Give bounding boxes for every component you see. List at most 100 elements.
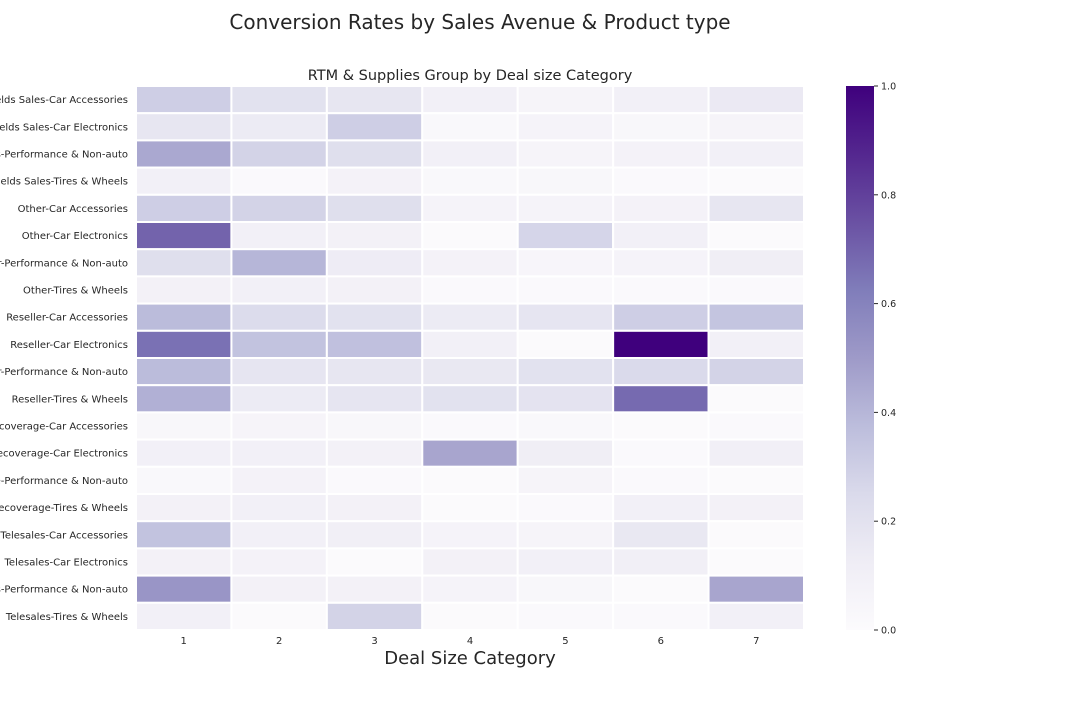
heatmap-cell (421, 139, 519, 169)
heatmap-cell (707, 139, 805, 169)
heatmap-cell (230, 139, 328, 169)
heatmap-cell (707, 329, 805, 359)
heatmap-cell (612, 275, 710, 305)
y-tick-label: Telecoverage-Car Electronics (0, 449, 128, 460)
heatmap-cell (516, 329, 615, 359)
heatmap-cell (421, 85, 519, 115)
heatmap-cell (135, 221, 233, 251)
heatmap-cell (421, 302, 519, 332)
heatmap-cell (325, 384, 424, 414)
heatmap-cell (516, 438, 615, 468)
colorbar-tick-label: 0.6 (881, 299, 896, 310)
heatmap-cell (135, 384, 233, 414)
heatmap-cells (135, 85, 805, 631)
heatmap-cell (325, 411, 424, 441)
heatmap-cell (421, 601, 519, 631)
heatmap-cell (135, 357, 233, 387)
heatmap-cell (230, 438, 328, 468)
heatmap-cell (707, 248, 805, 278)
heatmap-cell (421, 193, 519, 224)
heatmap-cell (325, 465, 424, 495)
heatmap-cell (516, 85, 615, 115)
heatmap-cell (230, 166, 328, 196)
heatmap-cell (421, 438, 519, 468)
y-tick-label: Reseller-Tires & Wheels (12, 394, 128, 405)
heatmap-cell (135, 411, 233, 441)
y-tick-label: Other-Performance & Non-auto (0, 258, 128, 269)
heatmap-cell (612, 193, 710, 224)
heatmap-cell (707, 493, 805, 523)
heatmap-cell (707, 601, 805, 631)
heatmap-cell (612, 547, 710, 577)
heatmap-cell (421, 248, 519, 278)
heatmap-cell (516, 601, 615, 631)
y-tick-label: Fields Sales-Performance & Non-auto (0, 150, 128, 161)
heatmap-cell (516, 275, 615, 305)
heatmap-cell (230, 384, 328, 414)
heatmap-cell (135, 520, 233, 550)
heatmap-cell (707, 547, 805, 577)
heatmap-cell (230, 329, 328, 359)
heatmap-cell (516, 248, 615, 278)
heatmap-cell (421, 411, 519, 441)
heatmap-cell (421, 384, 519, 414)
heatmap-cell (516, 574, 615, 604)
heatmap-cell (516, 112, 615, 142)
colorbar-tick-label: 0.2 (881, 517, 896, 528)
heatmap-cell (516, 302, 615, 332)
heatmap-cell (612, 574, 710, 604)
heatmap-cell (325, 601, 424, 631)
heatmap-cell (516, 411, 615, 441)
heatmap-cell (612, 601, 710, 631)
y-tick-label: Telesales-Performance & Non-auto (0, 585, 128, 596)
heatmap-cell (135, 465, 233, 495)
heatmap-cell (516, 384, 615, 414)
heatmap-cell (135, 112, 233, 142)
heatmap-cell (135, 166, 233, 196)
heatmap-cell (325, 438, 424, 468)
heatmap-cell (325, 221, 424, 251)
x-tick-label: 7 (753, 636, 759, 647)
heatmap-cell (707, 275, 805, 305)
heatmap-cell (707, 520, 805, 550)
y-tick-label: Reseller-Performance & Non-auto (0, 367, 128, 378)
heatmap-cell (135, 248, 233, 278)
colorbar-ticks: 0.0 0.2 0.4 0.6 0.8 1.0 (874, 82, 896, 637)
heatmap-cell (421, 520, 519, 550)
heatmap-cell (707, 112, 805, 142)
heatmap-cell (325, 357, 424, 387)
heatmap-cell (135, 275, 233, 305)
heatmap-cell (612, 438, 710, 468)
heatmap-cell (135, 493, 233, 523)
heatmap-cell (612, 85, 710, 115)
y-tick-label: Telesales-Car Electronics (4, 558, 128, 569)
heatmap-cell (135, 193, 233, 224)
heatmap-cell (325, 85, 424, 115)
heatmap-cell (325, 275, 424, 305)
x-tick-label: 1 (181, 636, 187, 647)
heatmap-cell (421, 493, 519, 523)
heatmap-cell (325, 493, 424, 523)
heatmap-cell (612, 384, 710, 414)
heatmap-cell (135, 574, 233, 604)
heatmap-cell (421, 166, 519, 196)
heatmap-cell (135, 438, 233, 468)
colorbar-tick-label: 0.0 (881, 626, 896, 637)
x-tick-label: 3 (371, 636, 377, 647)
heatmap-cell (707, 384, 805, 414)
heatmap-cell (516, 166, 615, 196)
heatmap-cell (707, 465, 805, 495)
heatmap-cell (612, 329, 710, 359)
heatmap-cell (612, 357, 710, 387)
y-tick-label: Telesales-Car Accessories (0, 530, 128, 541)
heatmap-cell (612, 139, 710, 169)
y-tick-label: Other-Car Electronics (22, 231, 128, 242)
heatmap-cell (230, 357, 328, 387)
heatmap-cell (135, 302, 233, 332)
heatmap-cell (707, 302, 805, 332)
y-tick-label: Reseller-Car Electronics (10, 340, 128, 351)
x-tick-label: 4 (467, 636, 473, 647)
heatmap-cell (612, 112, 710, 142)
heatmap-cell (230, 574, 328, 604)
